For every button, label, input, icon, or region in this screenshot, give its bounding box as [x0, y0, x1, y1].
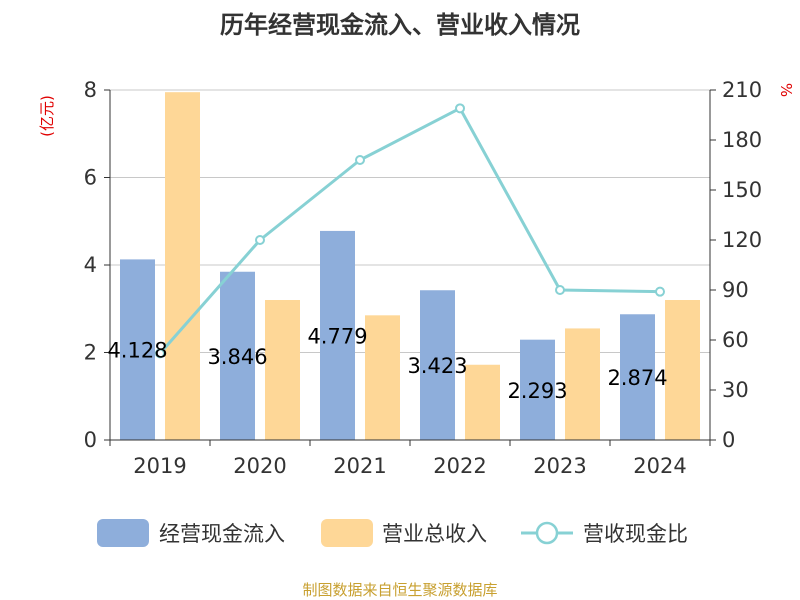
x-tick-label: 2023 — [533, 454, 586, 478]
gridlines — [110, 89, 710, 353]
ratio-line-path — [158, 106, 661, 355]
y-right-tick-label: 180 — [722, 128, 762, 152]
legend-label-revenue: 营业总收入 — [382, 522, 487, 546]
ratio-point — [455, 103, 465, 114]
ratio-point — [155, 348, 165, 359]
legend: 经营现金流入 营业总收入 营收现金比 — [97, 519, 688, 547]
x-tick-label: 2019 — [133, 454, 186, 478]
chart-title: 历年经营现金流入、营业收入情况 — [220, 11, 580, 39]
ratio-line — [155, 103, 665, 359]
legend-swatch-revenue — [321, 519, 373, 547]
tick-labels: 0 2 4 6 8 0 30 60 90 120 150 180 210 2019 2020 2021 2022… — [84, 78, 762, 478]
legend-swatch-cash-inflow — [97, 519, 149, 547]
bar-revenue — [665, 300, 700, 440]
bar-cash-inflow — [620, 314, 655, 440]
data-label-cash-inflow: 3.846 — [207, 345, 267, 369]
bar-revenue — [265, 300, 300, 440]
y-right-tick-label: 0 — [722, 428, 735, 452]
data-label-cash-inflow: 4.779 — [307, 324, 367, 348]
ratio-point — [255, 235, 265, 245]
data-labels: 4.128 3.846 4.779 3.423 2.293 2.874 — [107, 324, 667, 402]
bar-cash-inflow — [320, 230, 355, 440]
bar-revenue — [565, 328, 600, 440]
bars — [120, 92, 700, 440]
y-left-tick-label: 4 — [84, 253, 97, 277]
data-label-cash-inflow: 2.293 — [507, 379, 567, 403]
ratio-point — [655, 286, 665, 297]
y-left-tick-label: 6 — [84, 166, 97, 190]
x-tick-label: 2022 — [433, 454, 486, 478]
y-right-tick-label: 120 — [722, 228, 762, 252]
y-left-tick-label: 0 — [84, 428, 97, 452]
y-left-tick-label: 2 — [84, 341, 97, 365]
legend-label-cash-inflow: 经营现金流入 — [159, 522, 285, 546]
bar-revenue — [365, 315, 400, 440]
bar-cash-inflow — [120, 259, 155, 440]
data-label-cash-inflow: 4.128 — [107, 339, 167, 363]
axes — [104, 89, 716, 446]
ratio-point — [355, 155, 365, 165]
y-right-tick-label: 210 — [722, 78, 762, 102]
bar-revenue — [165, 92, 200, 440]
footer-source: 制图数据来自恒生聚源数据库 — [302, 581, 497, 599]
y-left-tick-label: 8 — [84, 78, 97, 102]
data-label-cash-inflow: 3.423 — [407, 354, 467, 378]
y-right-unit: % — [777, 83, 795, 97]
bar-cash-inflow — [220, 271, 255, 440]
bar-cash-inflow — [520, 339, 555, 440]
data-label-cash-inflow: 2.874 — [607, 366, 667, 390]
legend-marker-ratio — [535, 521, 559, 545]
y-right-tick-label: 60 — [722, 328, 749, 352]
bar-cash-inflow — [420, 290, 455, 440]
x-tick-label: 2020 — [233, 454, 286, 478]
y-right-tick-label: 30 — [722, 378, 749, 402]
y-right-tick-label: 90 — [722, 278, 749, 302]
x-tick-label: 2024 — [633, 454, 686, 478]
ratio-point — [555, 285, 565, 295]
y-right-tick-label: 150 — [722, 178, 762, 202]
legend-label-ratio: 营收现金比 — [583, 522, 688, 546]
x-tick-label: 2021 — [333, 454, 386, 478]
bar-revenue — [465, 364, 500, 440]
y-left-unit: (亿元) — [38, 95, 56, 137]
